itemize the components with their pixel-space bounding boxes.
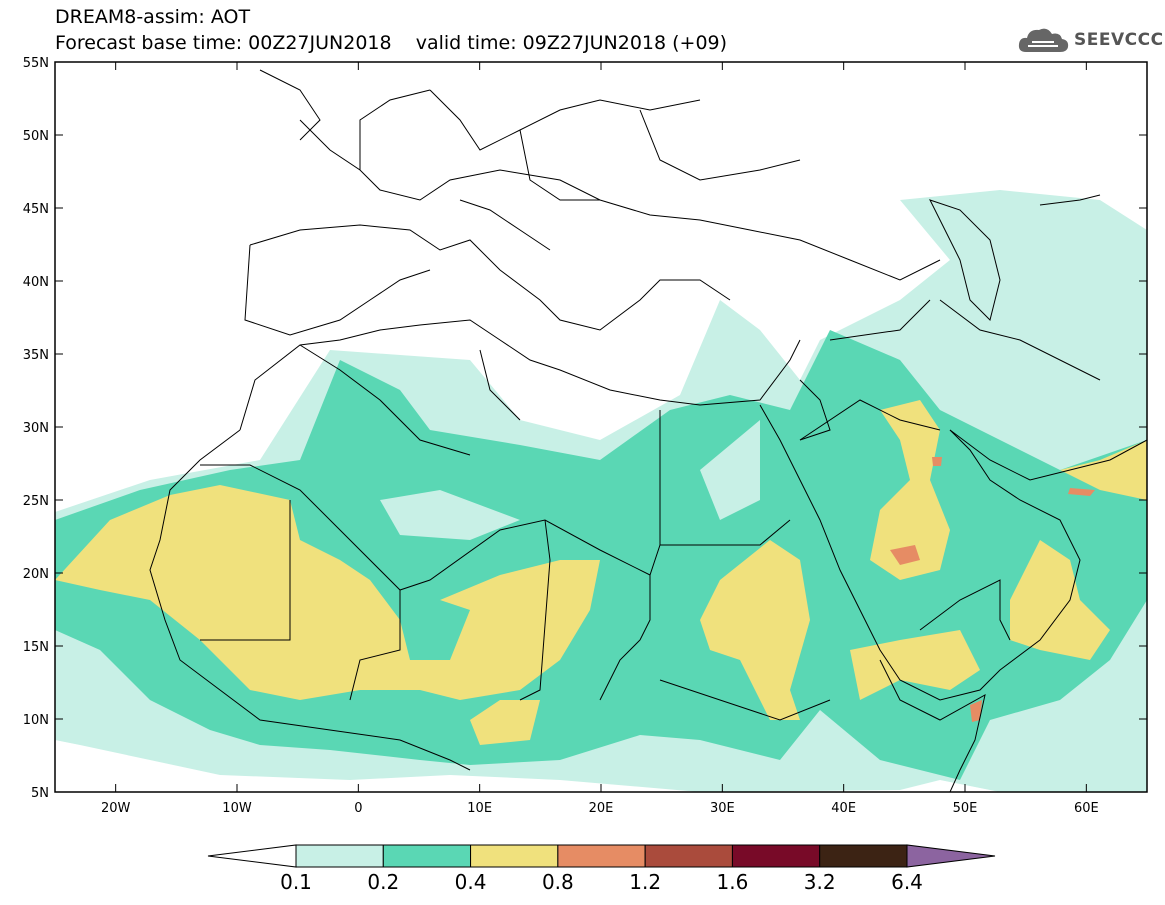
lat-tick-label: 25N	[23, 494, 49, 509]
aot-band-0.4-central	[470, 700, 540, 745]
lon-tick-label: 30E	[710, 801, 735, 816]
aot-band-0.8-2	[1068, 488, 1095, 496]
lat-tick-label: 55N	[23, 56, 49, 71]
lon-tick-label: 40E	[831, 801, 856, 816]
lat-tick-label: 50N	[23, 129, 49, 144]
aot-field	[55, 190, 1147, 792]
aot-band-0.4-sudan	[700, 540, 810, 720]
lat-tick-label: 40N	[23, 275, 49, 290]
colorbar-label: 6.4	[891, 870, 923, 894]
aot-band-0.4-west	[55, 485, 600, 700]
colorbar-box	[295, 844, 384, 868]
colorbar-label: 0.1	[280, 870, 312, 894]
lon-tick-label: 20E	[589, 801, 614, 816]
seevccc-logo: SEEVCCC	[1018, 26, 1164, 54]
colorbar-label: 0.2	[367, 870, 399, 894]
colorbar-box	[731, 844, 821, 868]
lon-tick-label: 50E	[953, 801, 978, 816]
coastlines	[149, 69, 1147, 792]
aot-pocket-light	[380, 490, 520, 540]
aot-band-0.4-oman	[1010, 540, 1110, 660]
logo-text: SEEVCCC	[1074, 30, 1164, 50]
forecast-time-line: Forecast base time: 00Z27JUN2018 valid t…	[55, 32, 728, 54]
colorbar-arrow-high	[906, 844, 996, 868]
lon-axis: 20W 10W 0 10E 20E 30E 40E 50E 60E	[101, 801, 1099, 816]
lat-tick-label: 30N	[23, 421, 49, 436]
lat-tick-label: 20N	[23, 567, 49, 582]
colorbar-box	[644, 844, 733, 868]
axis-ticks	[55, 61, 1147, 793]
colorbar-label: 3.2	[804, 870, 836, 894]
colorbar-box	[470, 844, 559, 868]
colorbar-label: 0.4	[455, 870, 487, 894]
lat-tick-label: 45N	[23, 202, 49, 217]
lon-tick-label: 60E	[1074, 801, 1099, 816]
colorbar-box	[557, 844, 646, 868]
lat-tick-label: 15N	[23, 640, 49, 655]
colorbar-arrow-low	[207, 844, 297, 868]
aot-band-0.8-1	[890, 545, 920, 565]
map-title: DREAM8-assim: AOT	[55, 6, 251, 28]
aot-band-0.4-yemen	[850, 630, 980, 700]
lon-tick-label: 10E	[467, 801, 492, 816]
lat-tick-label: 35N	[23, 348, 49, 363]
colorbar-label: 1.6	[717, 870, 749, 894]
colorbar-label: 0.8	[542, 870, 574, 894]
cloud-icon	[1018, 28, 1069, 52]
lat-axis: 55N 50N 45N 40N 35N 30N 25N 20N 15N 10N 5N	[23, 56, 49, 801]
lat-tick-label: 5N	[31, 786, 49, 801]
lon-tick-label: 10W	[222, 801, 252, 816]
aot-pocket-light-2	[700, 420, 760, 520]
aot-band-0.8-3	[932, 457, 942, 466]
aot-band-0.8-4	[970, 700, 982, 722]
lat-tick-label: 10N	[23, 713, 49, 728]
lon-tick-label: 20W	[101, 801, 131, 816]
colorbar-label: 1.2	[629, 870, 661, 894]
colorbar-box	[819, 844, 908, 868]
aot-band-0.4-arabia	[870, 400, 950, 580]
lon-tick-label: 0	[354, 801, 362, 816]
colorbar-box	[382, 844, 472, 868]
aot-band-0.4-iran	[1060, 440, 1147, 500]
colorbar: 0.1 0.2 0.4 0.8 1.2 1.6 3.2 6.4	[207, 844, 996, 894]
